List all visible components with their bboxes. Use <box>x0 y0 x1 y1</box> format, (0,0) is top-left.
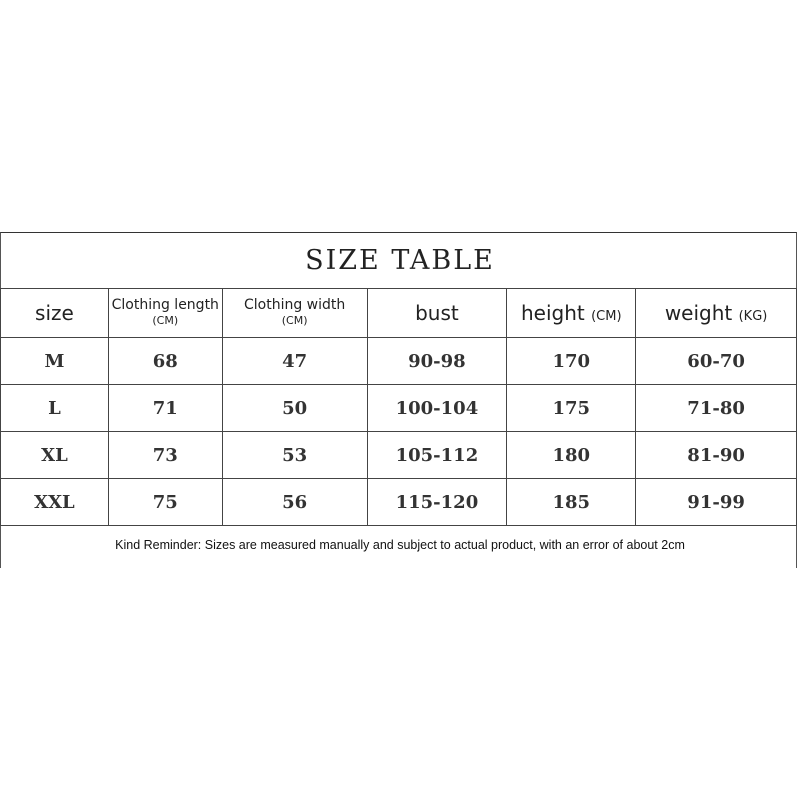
table-row: XXL 75 56 115-120 185 91-99 <box>0 478 797 526</box>
header-clothing-width: Clothing width (CM) <box>221 288 368 338</box>
cell-width: 50 <box>221 384 368 432</box>
cell-height: 170 <box>506 337 637 385</box>
cell-width: 56 <box>221 478 368 526</box>
cell-height: 175 <box>506 384 637 432</box>
cell-size: XXL <box>0 478 109 526</box>
cell-weight: 60-70 <box>635 337 797 385</box>
cell-length: 75 <box>107 478 223 526</box>
table-title: SIZE TABLE <box>305 244 495 276</box>
cell-weight: 81-90 <box>635 431 797 479</box>
cell-bust: 100-104 <box>366 384 508 432</box>
table-row: XL 73 53 105-112 180 81-90 <box>0 431 797 479</box>
cell-length: 68 <box>107 337 223 385</box>
cell-size: XL <box>0 431 109 479</box>
cell-length: 71 <box>107 384 223 432</box>
table-row: M 68 47 90-98 170 60-70 <box>0 337 797 385</box>
cell-width: 53 <box>221 431 368 479</box>
header-weight: weight (KG) <box>635 288 797 338</box>
cell-bust: 115-120 <box>366 478 508 526</box>
cell-height: 180 <box>506 431 637 479</box>
header-height: height (CM) <box>506 288 637 338</box>
cell-height: 185 <box>506 478 637 526</box>
table-row: L 71 50 100-104 175 71-80 <box>0 384 797 432</box>
kind-reminder-note: Kind Reminder: Sizes are measured manual… <box>115 538 685 552</box>
cell-bust: 105-112 <box>366 431 508 479</box>
header-clothing-length: Clothing length (CM) <box>107 288 223 338</box>
cell-weight: 71-80 <box>635 384 797 432</box>
cell-bust: 90-98 <box>366 337 508 385</box>
size-table: size Clothing length (CM) Clothing width(… <box>0 288 797 526</box>
header-size: size <box>0 288 109 338</box>
cell-weight: 91-99 <box>635 478 797 526</box>
cell-size: L <box>0 384 109 432</box>
cell-width: 47 <box>221 337 368 385</box>
header-bust: bust <box>366 288 508 338</box>
cell-size: M <box>0 337 109 385</box>
cell-length: 73 <box>107 431 223 479</box>
header-row: size Clothing length (CM) Clothing width(… <box>0 288 797 338</box>
